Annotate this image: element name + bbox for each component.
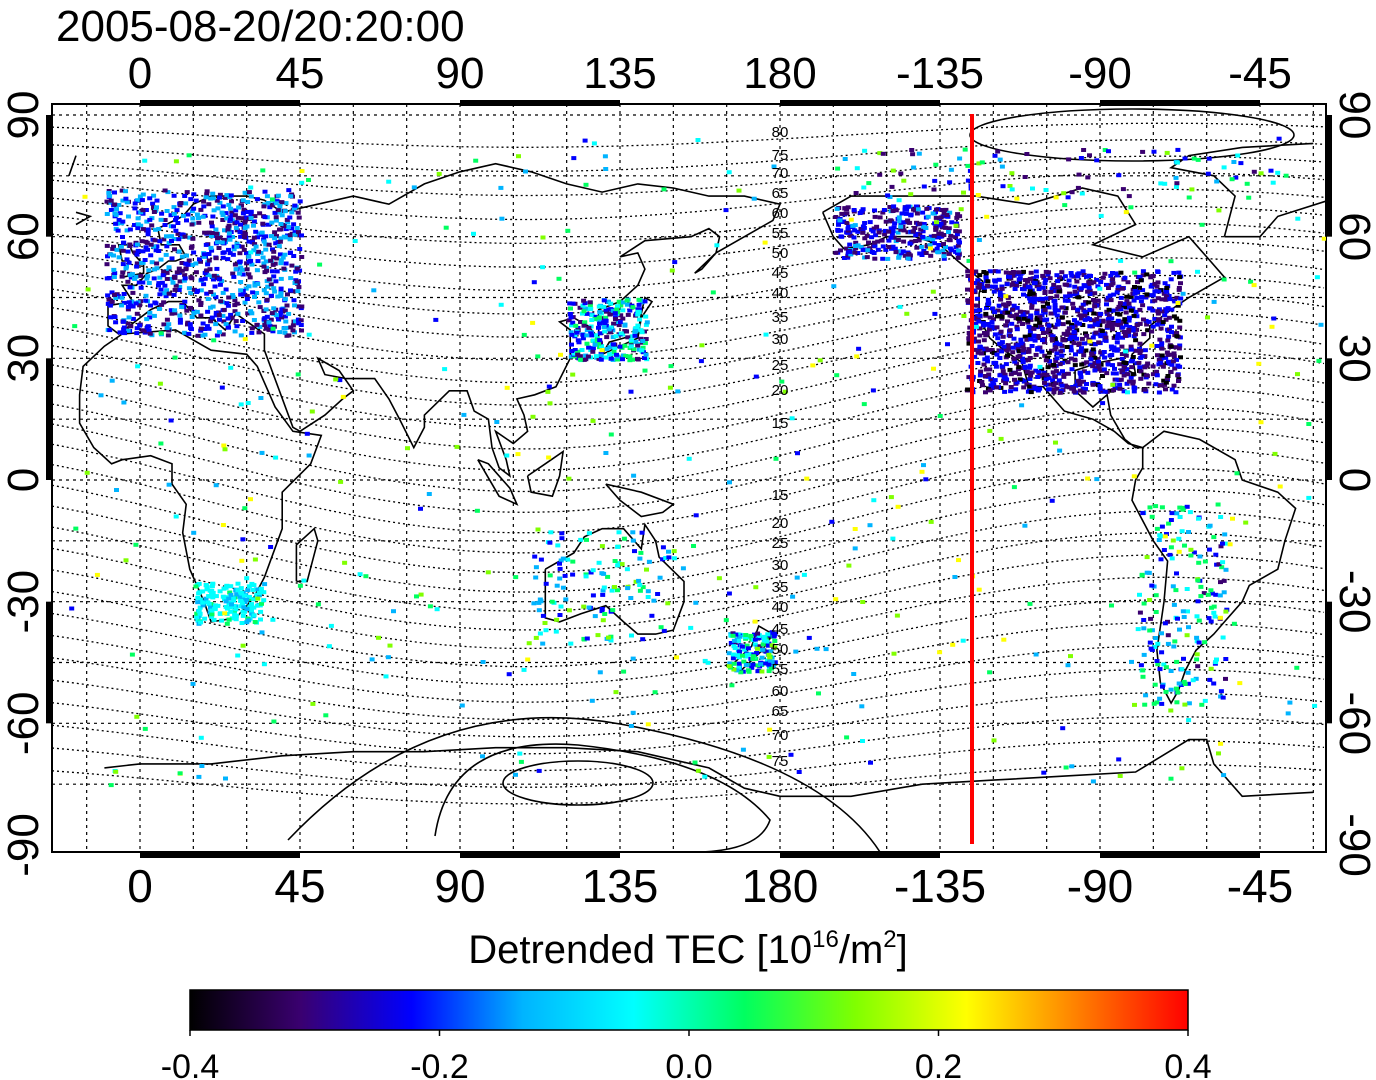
- colorbar-tick-2: 0.0: [665, 1048, 712, 1080]
- contour-label-19: 40: [772, 599, 789, 616]
- contour-label-26: 75: [772, 753, 789, 770]
- colorbar-label: Detrended TEC [1016/m2]: [468, 926, 908, 972]
- right-lat-tick-2: 30: [1330, 334, 1376, 383]
- left-lat-tick-3: 0: [0, 468, 48, 492]
- contour-label-20: 45: [772, 621, 789, 638]
- coastline-11: [526, 449, 565, 498]
- colorbar-tick-0: -0.4: [161, 1048, 220, 1080]
- left-lat-tick-4: -30: [0, 570, 48, 634]
- contour-label-18: 35: [772, 579, 789, 596]
- top-longitude-axis: 0 45 90 135 180 -135 -90 -45: [128, 49, 1292, 98]
- bottom-lon-tick-7: -45: [1227, 860, 1293, 912]
- right-lat-tick-1: 60: [1330, 212, 1376, 261]
- contour-label-11: 25: [772, 357, 789, 374]
- top-lon-tick-0: 0: [128, 49, 152, 98]
- timestamp-title: 2005-08-20/20:20:00: [56, 2, 465, 51]
- right-latitude-axis: 90 60 30 0 -30 -60 -90: [1330, 91, 1376, 877]
- contour-label-9: 35: [772, 309, 789, 326]
- contour-label-16: 25: [772, 535, 789, 552]
- coastline-5: [544, 522, 685, 635]
- contour-label-7: 45: [772, 265, 789, 282]
- bottom-lon-tick-0: 0: [127, 860, 153, 912]
- contour-label-1: 75: [772, 147, 789, 164]
- bottom-longitude-axis: 0 45 90 135 180 -135 -90 -45: [127, 860, 1293, 912]
- top-lon-tick-2: 90: [436, 49, 485, 98]
- contour-label-5: 55: [772, 225, 789, 242]
- colorbar-tick-1: -0.2: [410, 1048, 469, 1080]
- coastline-12: [477, 458, 519, 506]
- bottom-lon-tick-1: 45: [274, 860, 325, 912]
- colorbar-ticks: -0.4 -0.2 0.0 0.2 0.4: [161, 1030, 1212, 1080]
- left-lat-tick-5: -60: [0, 692, 48, 756]
- contour-label-22: 55: [772, 661, 789, 678]
- contour-label-23: 60: [772, 683, 789, 700]
- top-lon-tick-3: 135: [583, 49, 656, 98]
- contour-label-8: 40: [772, 285, 789, 302]
- right-lat-tick-4: -30: [1330, 570, 1376, 634]
- bottom-lon-tick-6: -90: [1067, 860, 1133, 912]
- right-lat-tick-3: 0: [1330, 468, 1376, 492]
- colorbar-tick-3: 0.2: [915, 1048, 962, 1080]
- contour-label-2: 70: [772, 165, 789, 182]
- right-lat-tick-6: -90: [1330, 813, 1376, 877]
- colorbar: [189, 989, 1189, 1031]
- colorbar-tick-4: 0.4: [1164, 1048, 1211, 1080]
- contour-label-4: 60: [772, 205, 789, 222]
- coastline-1: [68, 142, 1326, 238]
- coastline-13: [605, 483, 675, 518]
- contour-label-17: 30: [772, 557, 789, 574]
- bottom-lon-tick-4: 180: [742, 860, 819, 912]
- contour-labels: 8075706560555045403530252015152025303540…: [772, 124, 789, 770]
- contour-label-10: 30: [772, 331, 789, 348]
- top-lon-tick-1: 45: [276, 49, 325, 98]
- contour-label-25: 70: [772, 727, 789, 744]
- tec-data-points: [69, 136, 1326, 788]
- left-lat-tick-0: 90: [0, 91, 48, 140]
- contour-label-21: 50: [772, 641, 789, 658]
- left-latitude-axis: 90 60 30 0 -30 -60 -90: [0, 91, 48, 877]
- south-inner-contour: [434, 743, 771, 852]
- contour-label-24: 65: [772, 703, 789, 720]
- right-lat-tick-0: 90: [1330, 91, 1376, 140]
- top-lon-tick-5: -135: [896, 49, 984, 98]
- axis-tick-bars: [46, 100, 1332, 858]
- contour-label-12: 20: [772, 382, 789, 399]
- bottom-lon-tick-5: -135: [894, 860, 986, 912]
- contour-label-14: 15: [772, 487, 789, 504]
- top-lon-tick-4: 180: [743, 49, 816, 98]
- contour-label-6: 50: [772, 245, 789, 262]
- contour-label-3: 65: [772, 185, 789, 202]
- contour-label-15: 20: [772, 515, 789, 532]
- contour-label-13: 15: [772, 415, 789, 432]
- plot-frame: [51, 103, 1327, 853]
- right-lat-tick-5: -60: [1330, 692, 1376, 756]
- top-lon-tick-6: -90: [1068, 49, 1132, 98]
- left-lat-tick-2: 30: [0, 334, 48, 383]
- bottom-lon-tick-2: 90: [434, 860, 485, 912]
- contour-label-0: 80: [772, 124, 789, 141]
- top-lon-tick-7: -45: [1228, 49, 1292, 98]
- south-dip-pole-contour: [502, 760, 654, 806]
- bottom-lon-tick-3: 135: [582, 860, 659, 912]
- left-lat-tick-1: 60: [0, 212, 48, 261]
- left-lat-tick-6: -90: [0, 813, 48, 877]
